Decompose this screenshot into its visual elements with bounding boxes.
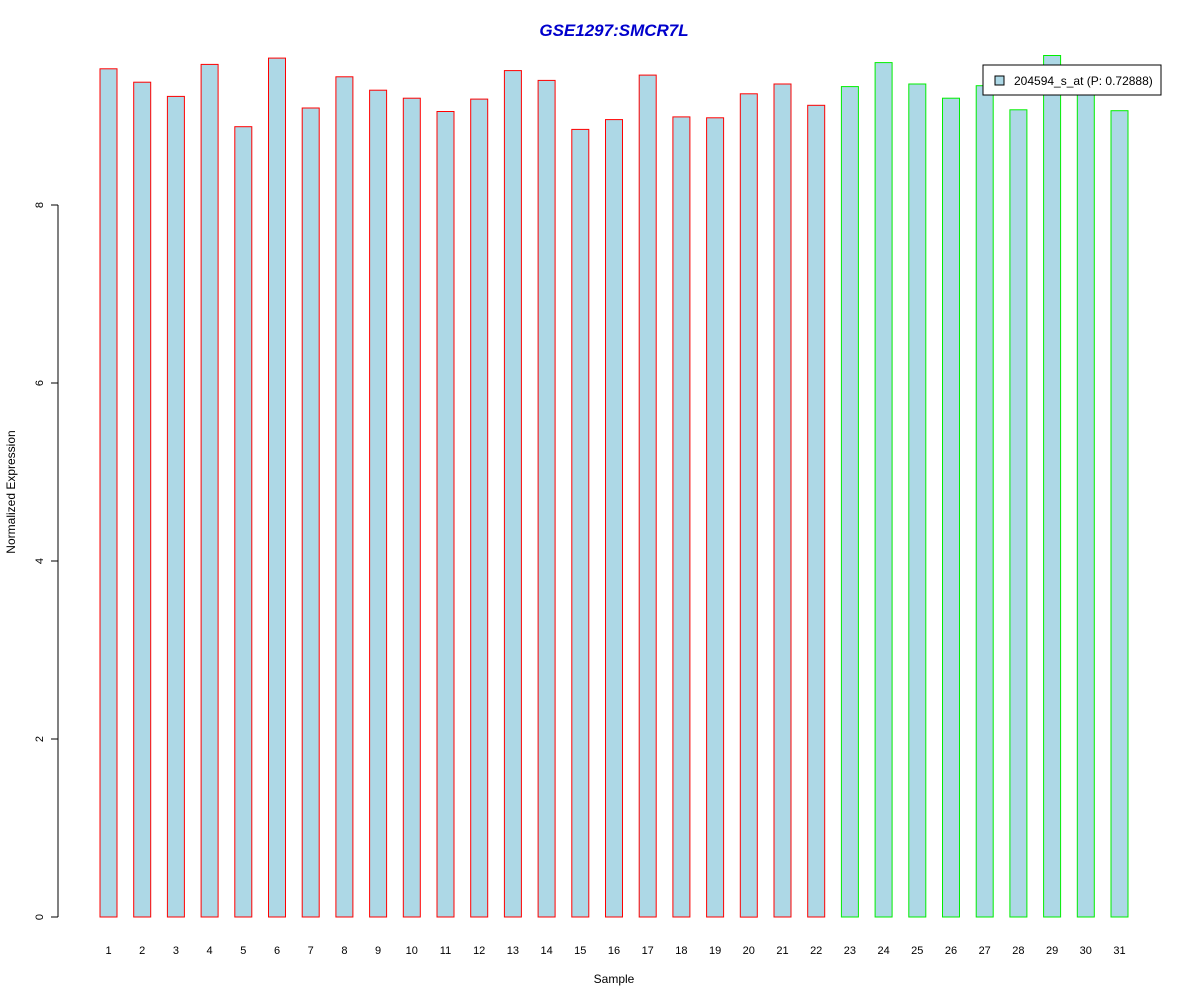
bar-sample-18: [672, 116, 691, 918]
x-tick-label: 3: [173, 945, 179, 957]
legend-swatch: [994, 75, 1005, 86]
bar-sample-11: [436, 111, 455, 918]
x-tick-label: 26: [945, 945, 957, 957]
bar-sample-8: [335, 76, 354, 918]
bar-sample-16: [605, 119, 623, 918]
bar-sample-4: [200, 63, 219, 918]
bar-sample-19: [706, 117, 725, 918]
x-tick-label: 1: [105, 945, 111, 957]
x-tick-label: 7: [308, 945, 314, 957]
x-tick-label: 31: [1113, 945, 1125, 957]
x-tick-label: 13: [507, 945, 519, 957]
bar-sample-7: [301, 107, 320, 918]
x-tick-label: 27: [979, 945, 991, 957]
x-tick-label: 21: [776, 945, 788, 957]
y-tick-label: 2: [34, 736, 46, 742]
legend-label: 204594_s_at (P: 0.72888): [1014, 74, 1153, 88]
bar-sample-22: [807, 104, 826, 918]
x-tick-label: 5: [240, 945, 246, 957]
bar-sample-1: [99, 68, 118, 918]
bar-sample-3: [166, 95, 185, 918]
bar-sample-14: [537, 79, 556, 918]
bar-sample-9: [369, 89, 388, 918]
x-axis-label: Sample: [594, 972, 635, 986]
y-tick-label: 6: [34, 380, 46, 386]
legend: 204594_s_at (P: 0.72888): [982, 64, 1162, 96]
x-tick-label: 17: [642, 945, 654, 957]
x-tick-label: 6: [274, 945, 280, 957]
bar-sample-6: [268, 57, 286, 918]
bar-sample-5: [234, 126, 253, 918]
x-tick-label: 20: [743, 945, 755, 957]
x-tick-label: 24: [877, 945, 889, 957]
x-tick-label: 9: [375, 945, 381, 957]
x-tick-label: 10: [406, 945, 418, 957]
bar-sample-12: [470, 98, 489, 918]
y-tick-label: 0: [34, 914, 46, 920]
chart-title: GSE1297:SMCR7L: [539, 21, 688, 40]
x-tick-labels: 1 2 3 4 5 6 7 8 9 10 11 12 13 14 15 16 17 18 19 20 21 22 23 24 2…: [105, 945, 1125, 957]
x-tick-label: 11: [440, 945, 451, 957]
bar-sample-10: [402, 97, 421, 918]
bar-sample-2: [133, 81, 152, 918]
bar-sample-15: [571, 128, 590, 918]
bar-sample-23: [840, 86, 859, 918]
x-tick-label: 2: [139, 945, 145, 957]
x-tick-label: 29: [1046, 945, 1058, 957]
x-tick-label: 15: [574, 945, 586, 957]
x-tick-label: 14: [540, 945, 552, 957]
x-tick-label: 30: [1080, 945, 1092, 957]
x-tick-label: 8: [341, 945, 347, 957]
x-tick-label: 19: [709, 945, 721, 957]
bar-sample-27: [975, 85, 994, 918]
y-tick-label: 8: [34, 202, 46, 208]
y-tick-label: 4: [34, 558, 46, 564]
bar-sample-17: [638, 74, 657, 918]
y-axis: 0 2 4 6 8: [34, 202, 59, 920]
bar-sample-26: [942, 97, 960, 918]
bar-sample-20: [739, 93, 758, 918]
x-tick-label: 23: [844, 945, 856, 957]
x-tick-label: 22: [810, 945, 822, 957]
bars: [99, 55, 1129, 918]
y-axis-label: Normalized Expression: [4, 430, 18, 553]
x-tick-label: 28: [1012, 945, 1024, 957]
x-tick-label: 12: [473, 945, 485, 957]
bar-sample-31: [1110, 110, 1129, 918]
bar-sample-25: [908, 83, 927, 918]
bar-sample-21: [773, 83, 792, 918]
x-tick-label: 16: [608, 945, 620, 957]
bar-sample-24: [874, 62, 893, 918]
bar-sample-28: [1009, 109, 1028, 918]
x-tick-label: 25: [911, 945, 923, 957]
legend-box: [982, 64, 1162, 96]
bar-sample-29: [1043, 55, 1062, 918]
bar-sample-30: [1076, 81, 1095, 918]
x-tick-label: 4: [207, 945, 213, 957]
x-tick-label: 18: [675, 945, 687, 957]
bar-sample-13: [503, 70, 522, 918]
